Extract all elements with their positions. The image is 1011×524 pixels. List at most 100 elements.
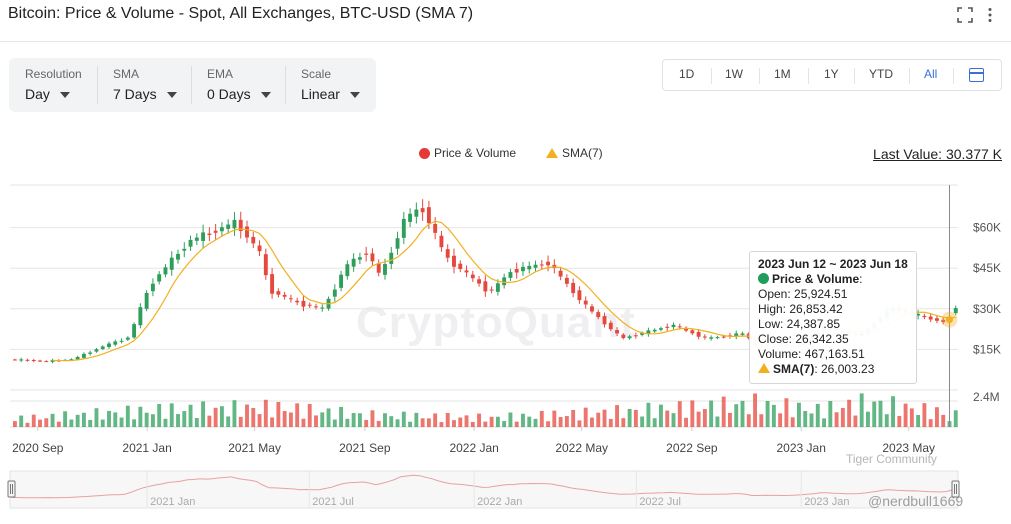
candle-body [502,277,507,286]
tooltip-high: High: 26,853.42 [758,302,843,316]
x-tick-label: 2023 Jan [776,441,825,455]
volume-bar [652,418,657,427]
candle-body [12,359,17,361]
volume-bar [602,409,607,427]
sma-select[interactable]: SMA 7 Days [97,58,177,112]
candle-body [922,315,927,318]
range-1y-button[interactable]: 1Y [824,67,839,81]
volume-bar [696,411,701,427]
fullscreen-icon[interactable] [956,6,974,24]
navigator-handle[interactable] [951,480,960,498]
range-ytd-button[interactable]: YTD [869,67,893,81]
candle-body [508,272,513,278]
candle-body [50,360,55,362]
volume-bar [546,421,551,427]
x-tick-label: 2021 Jan [122,441,171,455]
candle-body [690,330,695,334]
legend-sma[interactable]: SMA(7) [546,146,603,160]
scale-label: Scale [301,67,332,81]
candle-body [934,318,939,321]
x-tick-label: 2020 Sep [12,441,64,455]
range-all-button[interactable]: All [924,67,938,81]
candle-body [558,270,563,277]
data-tooltip: 2023 Jun 12 ~ 2023 Jun 18 Price & Volume… [749,251,917,384]
divider [759,68,760,84]
candle-body [188,239,193,247]
candle-body [414,209,419,217]
chevron-down-icon [349,92,360,99]
scale-select[interactable]: Scale Linear [285,58,360,112]
volume-bar [897,415,902,427]
y-tick-label: $30K [973,302,1001,316]
candle-body [263,254,268,276]
candle-body [176,253,180,260]
volume-bar [778,413,783,427]
legend-price[interactable]: Price & Volume [419,146,516,160]
candle-body [464,270,469,273]
volume-bar [307,403,312,427]
volume-bar [401,411,406,427]
ema-label: EMA [207,67,234,81]
volume-bar [176,414,180,427]
volume-bar [50,413,55,427]
volume-bar [495,416,500,427]
candle-body [219,227,224,232]
chevron-down-icon [260,92,271,99]
candle-body [577,290,582,301]
volume-bar [464,415,469,427]
volume-bar [715,416,720,427]
more-menu-icon[interactable] [981,6,999,24]
y-tick-label: $15K [973,342,1001,356]
volume-bar [878,400,883,427]
candle-body [351,258,356,267]
candle-body [245,226,249,238]
divider [953,68,954,84]
volume-bar [426,418,431,427]
volume-bar [226,416,231,427]
candle-body [182,248,187,251]
volume-bar [163,418,168,427]
volume-tick-label: 2.4M [973,390,1000,404]
ema-select[interactable]: EMA 0 Days [191,58,271,112]
yellow-triangle-icon [758,363,770,373]
volume-bar [734,404,739,427]
volume-bar [458,417,463,427]
candle-body [715,337,720,339]
volume-bar [257,414,262,427]
candle-body [150,283,155,292]
candle-body [138,307,143,326]
tooltip-sma-value: : 26,003.23 [814,362,875,376]
volume-bar [853,415,858,427]
candle-body [477,279,482,284]
sma-value: 7 Days [113,86,157,102]
candle-body [602,316,607,325]
volume-bar [671,413,676,427]
volume-bar [941,414,946,427]
candle-body [677,326,682,328]
volume-bar [232,400,237,427]
volume-bar [702,409,707,427]
range-1d-button[interactable]: 1D [679,67,695,81]
price-chart[interactable]: $15K $30K $45K $60K 2.4M 2020 Sep 2021 Jan 202… [0,175,1011,524]
calendar-icon[interactable] [969,68,984,82]
volume-bar [251,408,256,427]
last-value-link[interactable]: Last Value: 30.377 K [873,146,1002,162]
volume-bar [721,396,726,427]
navigator-handle[interactable] [7,480,16,498]
red-circle-icon [419,147,430,159]
candle-body [696,331,701,337]
range-1m-button[interactable]: 1M [774,67,791,81]
volume-bar [571,409,576,427]
x-tick-label: 2022 Sep [666,441,718,455]
volume-bar [439,422,444,427]
candle-body [383,263,387,275]
navigator-label: 2021 Jan [150,496,195,508]
volume-bar [489,416,494,427]
volume-bar [364,419,369,427]
range-1w-button[interactable]: 1W [725,67,743,81]
candle-body [194,237,199,241]
resolution-select[interactable]: Resolution Day [9,58,82,112]
candle-body [665,326,670,328]
candle-body [452,255,456,267]
volume-bar [909,408,914,427]
